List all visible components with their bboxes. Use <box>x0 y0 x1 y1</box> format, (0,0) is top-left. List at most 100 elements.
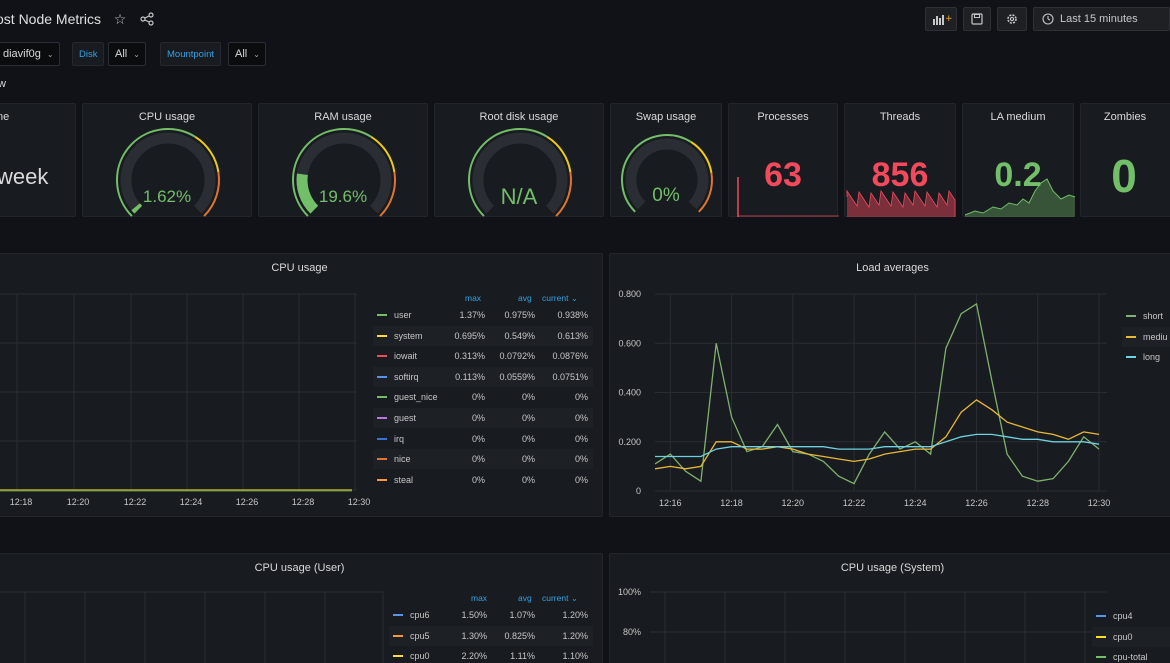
add-panel-button[interactable]: + <box>925 7 957 31</box>
save-dashboard-button[interactable] <box>963 7 991 31</box>
legend-header-current[interactable]: current ⌄ <box>542 593 578 604</box>
root-disk-gauge <box>468 128 572 217</box>
panel-title: CPU usage <box>138 111 196 123</box>
y-tick-label: 100% <box>618 587 641 597</box>
gauge-threshold-band <box>698 172 713 213</box>
legend-row[interactable]: guest 0% 0% 0% <box>373 408 593 428</box>
y-tick-label: 0 <box>636 486 641 496</box>
gauge-threshold-band <box>468 128 548 217</box>
legend-header-max[interactable]: max <box>471 593 488 603</box>
disk-variable-dropdown[interactable]: All ⌄ <box>108 42 146 66</box>
legend-value-avg: 0% <box>521 413 535 423</box>
legend-value-current: 0.0751% <box>552 371 588 382</box>
legend-series-name: short <box>1143 311 1164 321</box>
cpu-usage-system-graph[interactable]: 100% 80% <box>610 554 1170 663</box>
load-averages-graph-panel: Load averages 0.800 0.600 0.400 0.200 0 12:16… <box>609 253 1170 517</box>
legend-row[interactable]: cpu5 1.30% 0.825% 1.20% <box>389 625 593 646</box>
panel-title: CPU usage (User) <box>254 562 345 574</box>
legend-row[interactable]: softirq 0.113% 0.0559% 0.0751% <box>373 366 593 387</box>
legend-row[interactable]: short <box>1122 306 1170 326</box>
x-tick-label: 12:18 <box>10 497 33 507</box>
legend-series-name: cpu0 <box>410 651 430 662</box>
legend-series-name: cpu-total <box>1113 652 1148 663</box>
y-tick-label: 0.200 <box>618 437 641 447</box>
legend-value-avg: 0.825% <box>504 630 535 641</box>
star-icon[interactable]: ☆ <box>113 11 127 27</box>
gauge-threshold-band <box>194 136 220 173</box>
zombies-value: 0 <box>1111 150 1137 202</box>
uptime-panel: ne week <box>0 103 76 217</box>
share-icon[interactable] <box>139 11 155 27</box>
x-tick-label: 12:30 <box>348 497 371 507</box>
legend-value-current: 0.0876% <box>552 351 588 362</box>
host-variable-dropdown[interactable]: diavif0g ⌄ <box>0 42 60 66</box>
threads-stat-panel: Threads 856 <box>844 103 956 217</box>
cpu-usage-user-graph[interactable] <box>0 591 387 663</box>
legend-value-max: 0% <box>471 392 485 403</box>
x-tick-label: 12:22 <box>124 497 147 507</box>
legend-color-swatch <box>377 458 387 461</box>
legend-series-name: irq <box>394 433 405 444</box>
sparkline-line <box>846 189 956 217</box>
legend-value-current: 1.20% <box>562 610 588 620</box>
sparkline-line <box>964 178 1076 216</box>
legend-series-name: long <box>1143 352 1161 363</box>
legend-color-swatch <box>393 614 403 616</box>
legend-row[interactable]: iowait 0.313% 0.0792% 0.0876% <box>373 346 593 366</box>
cpu-usage-user-panel: CPU usage (User) max avg current ⌄ cpu6 1… <box>0 553 603 663</box>
legend-header-max[interactable]: max <box>465 293 482 303</box>
threads-sparkline <box>846 189 956 217</box>
dashboard-title[interactable]: ost Node Metrics <box>0 11 102 27</box>
legend-value-current: 0% <box>574 392 588 403</box>
legend-row[interactable]: user 1.37% 0.975% 0.938% <box>373 305 593 325</box>
uptime-value: week <box>0 164 49 189</box>
load-averages-graph[interactable]: 0.800 0.600 0.400 0.200 0 12:16 12:18 12:20 12:2… <box>610 254 1170 508</box>
legend-row[interactable]: cpu-total <box>1092 647 1170 663</box>
legend-value-max: 0% <box>471 413 485 423</box>
cpu-gauge-value: 1.62% <box>142 187 192 206</box>
legend-row[interactable]: mediu <box>1122 326 1170 347</box>
x-tick-label: 12:16 <box>659 498 682 508</box>
la-medium-sparkline <box>964 178 1076 217</box>
gauge-threshold-band <box>203 171 220 217</box>
legend-color-swatch <box>377 355 387 358</box>
legend-value-max: 1.30% <box>461 630 487 641</box>
legend-row[interactable]: long <box>1122 347 1170 367</box>
x-tick-label: 12:22 <box>843 498 866 508</box>
legend-row[interactable]: cpu6 1.50% 1.07% 1.20% <box>389 605 593 625</box>
legend-header-current-label: current <box>542 293 569 303</box>
legend-value-avg: 0% <box>521 454 535 465</box>
legend-value-max: 1.50% <box>461 610 487 620</box>
legend-row[interactable]: cpu0 <box>1092 626 1170 647</box>
legend-row[interactable]: system 0.695% 0.549% 0.613% <box>373 325 593 346</box>
legend-value-max: 1.37% <box>459 310 485 320</box>
legend-row[interactable]: guest_nice 0% 0% 0% <box>373 387 593 407</box>
mountpoint-variable-dropdown[interactable]: All ⌄ <box>228 42 266 66</box>
cpu-usage-graph[interactable]: 12:18 12:20 12:22 12:24 12:26 12:28 12:30 <box>0 284 370 507</box>
legend-row[interactable]: nice 0% 0% 0% <box>373 449 593 470</box>
top-bar: ost Node Metrics ☆ + Last 15 minutes <box>0 0 1170 40</box>
legend-header-current[interactable]: current ⌄ <box>542 293 578 304</box>
time-range-picker[interactable]: Last 15 minutes <box>1033 7 1170 31</box>
legend-header-avg[interactable]: avg <box>518 593 532 603</box>
legend-row[interactable]: cpu4 <box>1092 606 1170 626</box>
legend-series-name: user <box>394 310 412 320</box>
legend-color-swatch <box>1126 315 1136 317</box>
legend-color-swatch <box>377 417 387 419</box>
legend-row[interactable]: steal 0% 0% 0% <box>373 470 593 490</box>
ram-gauge-value: 19.6% <box>318 187 368 206</box>
settings-button[interactable] <box>997 7 1027 31</box>
clock-icon <box>1042 13 1054 25</box>
gauge-threshold-band <box>370 136 396 173</box>
legend-color-swatch <box>1096 635 1106 638</box>
chevron-down-icon: ⌄ <box>570 593 578 603</box>
legend-row[interactable]: irq 0% 0% 0% <box>373 429 593 449</box>
legend-series-name: cpu0 <box>1113 631 1133 642</box>
legend-value-current: 1.20% <box>562 630 588 641</box>
legend-row[interactable]: cpu0 2.20% 1.11% 1.10% <box>389 646 593 663</box>
root-disk-gauge-value: N/A <box>500 184 538 209</box>
legend-header-avg[interactable]: avg <box>518 293 532 303</box>
chevron-down-icon: ⌄ <box>133 49 140 59</box>
cpu-gauge <box>116 128 220 217</box>
row-title-overview[interactable]: w <box>0 78 6 90</box>
